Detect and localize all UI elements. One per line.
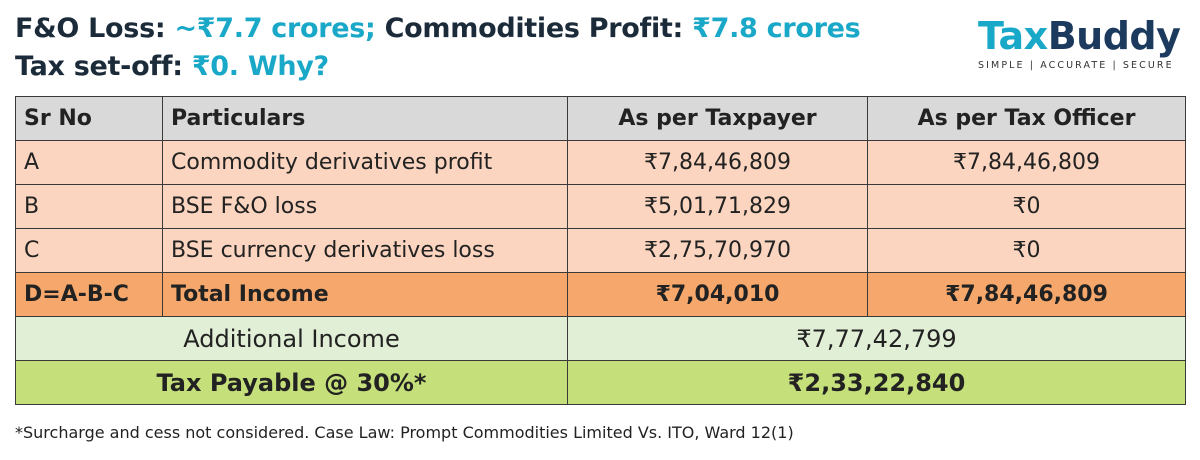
title-line-1: F&O Loss: ~₹7.7 crores; Commodities Prof…	[15, 10, 861, 48]
logo-wordmark: TaxBuddy	[978, 14, 1181, 58]
total-label: Total Income	[162, 272, 568, 317]
title-fo-label: F&O Loss:	[15, 13, 175, 44]
total-taxpayer-value: ₹7,04,010	[567, 272, 868, 317]
title-setoff-value: ₹0. Why?	[191, 51, 329, 82]
page-title: F&O Loss: ~₹7.7 crores; Commodities Prof…	[15, 10, 861, 86]
tax-payable-label: Tax Payable @ 30%*	[15, 360, 568, 405]
row-sr: C	[15, 228, 163, 273]
row-officer-value: ₹0	[867, 184, 1186, 229]
row-particular: BSE currency derivatives loss	[162, 228, 568, 273]
header-sr-no: Sr No	[15, 96, 163, 141]
header-as-per-tax-officer: As per Tax Officer	[867, 96, 1186, 141]
row-particular: BSE F&O loss	[162, 184, 568, 229]
row-sr: B	[15, 184, 163, 229]
logo-word-ddy: ddy	[1102, 14, 1181, 58]
header-as-per-taxpayer: As per Taxpayer	[567, 96, 868, 141]
logo-word-bu: Bu	[1047, 14, 1104, 58]
row-taxpayer-value: ₹2,75,70,970	[567, 228, 868, 273]
title-line-2: Tax set-off: ₹0. Why?	[15, 48, 860, 86]
row-taxpayer-value: ₹5,01,71,829	[567, 184, 868, 229]
additional-income-row: Additional Income ₹7,77,42,799	[15, 316, 1186, 361]
taxbuddy-logo: TaxBuddy SIMPLE | ACCURATE | SECURE	[978, 14, 1181, 71]
logo-word-tax: Tax	[978, 14, 1048, 58]
row-officer-value: ₹0	[867, 228, 1186, 273]
tax-payable-value: ₹2,33,22,840	[567, 360, 1186, 405]
row-sr: A	[15, 140, 163, 185]
title-commodities-value: ₹7.8 crores	[692, 13, 861, 44]
table-row: C BSE currency derivatives loss ₹2,75,70…	[15, 228, 1186, 273]
logo-tagline: SIMPLE | ACCURATE | SECURE	[978, 60, 1174, 71]
table-row: B BSE F&O loss ₹5,01,71,829 ₹0	[15, 184, 1186, 229]
title-fo-value: ~₹7.7 crores;	[174, 13, 376, 44]
tax-payable-row: Tax Payable @ 30%* ₹2,33,22,840	[15, 360, 1186, 405]
title-setoff-label: Tax set-off:	[15, 51, 192, 82]
total-officer-value: ₹7,84,46,809	[867, 272, 1186, 317]
title-commodities-label: Commodities Profit:	[375, 13, 693, 44]
additional-income-label: Additional Income	[15, 316, 568, 361]
tax-comparison-table: Sr No Particulars As per Taxpayer As per…	[15, 96, 1186, 405]
total-sr: D=A-B-C	[15, 272, 163, 317]
row-officer-value: ₹7,84,46,809	[867, 140, 1186, 185]
table-header-row: Sr No Particulars As per Taxpayer As per…	[15, 96, 1186, 141]
footnote: *Surcharge and cess not considered. Case…	[15, 423, 794, 442]
header-particulars: Particulars	[162, 96, 568, 141]
row-taxpayer-value: ₹7,84,46,809	[567, 140, 868, 185]
table-row: A Commodity derivatives profit ₹7,84,46,…	[15, 140, 1186, 185]
additional-income-value: ₹7,77,42,799	[567, 316, 1186, 361]
total-income-row: D=A-B-C Total Income ₹7,04,010 ₹7,84,46,…	[15, 272, 1186, 317]
row-particular: Commodity derivatives profit	[162, 140, 568, 185]
